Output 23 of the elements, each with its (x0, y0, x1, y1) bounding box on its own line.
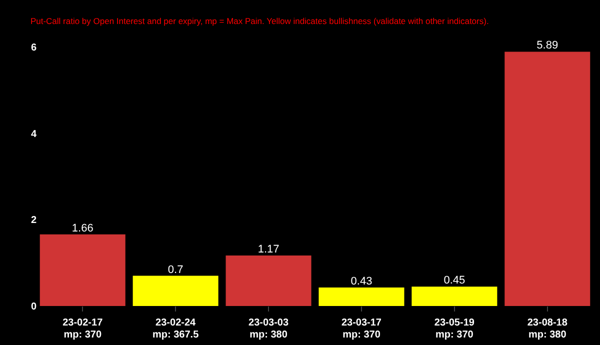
bar (132, 276, 218, 306)
data-label: 0.7 (168, 264, 184, 276)
x-tick-label: 23-03-17 mp: 370 (341, 318, 382, 340)
x-tick-label: 23-02-24 mp: 367.5 (152, 318, 200, 340)
data-label: 0.43 (350, 275, 372, 288)
data-label: 0.45 (444, 274, 466, 287)
data-label: 1.17 (258, 243, 280, 256)
x-tick-label: 23-08-18 mp: 380 (527, 318, 568, 340)
y-tick-label: 2 (30, 215, 37, 226)
bar (40, 234, 126, 306)
bar (412, 286, 498, 306)
y-tick-label: 6 (30, 42, 37, 54)
bar (318, 287, 404, 306)
chart-subtitle: Put-Call ratio by Open Interest and per expiry, mp = Max Pain. Yellow indicates bullishness (validate with other indicators). (30, 16, 489, 26)
y-tick-label: 4 (30, 128, 37, 140)
bar (504, 52, 590, 306)
bar (226, 255, 312, 306)
x-tick-label: 23-03-03 mp: 380 (248, 318, 289, 340)
data-label: 5.89 (536, 40, 558, 52)
x-tick-label: 23-02-17 mp: 370 (62, 318, 104, 340)
y-tick-label: 0 (30, 302, 37, 312)
x-tick-label: 23-05-19 mp: 370 (434, 318, 475, 340)
data-label: 1.66 (72, 222, 94, 234)
